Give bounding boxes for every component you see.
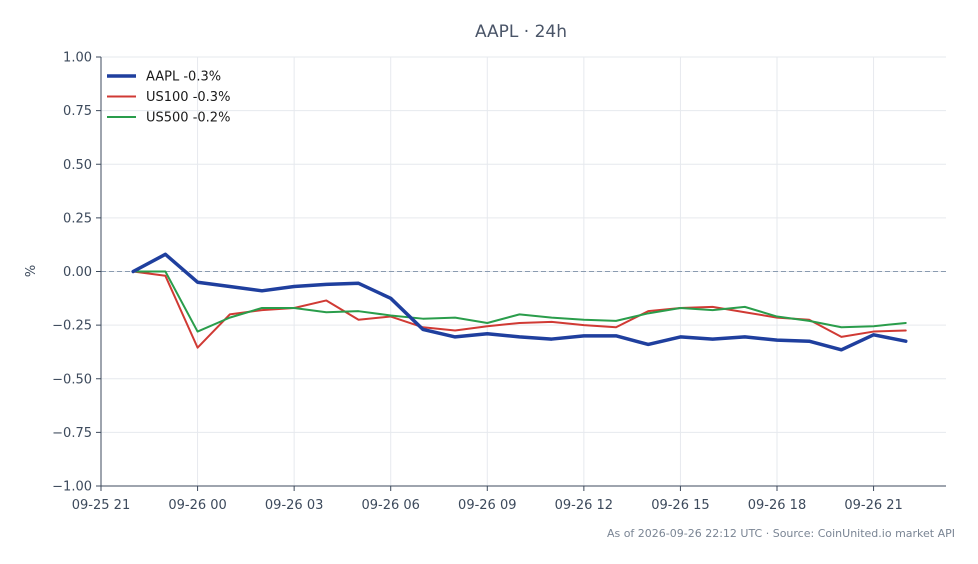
series-line-us100	[132, 270, 907, 349]
y-tick-label: 0.50	[63, 158, 92, 173]
series-line-aapl	[131, 252, 908, 352]
legend-label: US100 -0.3%	[146, 90, 230, 105]
x-axis-ticks: 09-25 21 09-26 00 09-26 03 09-26 06 09-26 09…	[72, 486, 903, 513]
x-tick-label: 09-26 21	[844, 498, 902, 513]
y-axis-ticks: −1.00 −0.75 −0.50 −0.25 0.00 0.25 0.50 0.75 1.00	[52, 51, 101, 495]
series-line-us500	[132, 270, 907, 333]
x-tick-label: 09-25 21	[72, 498, 130, 513]
y-tick-label: 0.25	[63, 211, 92, 226]
x-tick-label: 09-26 12	[555, 498, 613, 513]
legend-label: AAPL -0.3%	[146, 70, 221, 85]
y-axis-label: %	[24, 265, 39, 277]
y-tick-label: 0.00	[63, 265, 92, 280]
x-tick-label: 09-26 03	[265, 498, 323, 513]
footer-source-note: As of 2026-09-26 22:12 UTC · Source: Coi…	[607, 527, 955, 540]
x-tick-label: 09-26 09	[458, 498, 516, 513]
y-tick-label: 0.75	[63, 104, 92, 119]
y-tick-label: −0.75	[52, 426, 92, 441]
chart-title: AAPL · 24h	[475, 22, 567, 42]
legend-label: US500 -0.2%	[146, 111, 230, 126]
y-tick-label: −1.00	[52, 480, 92, 495]
x-tick-label: 09-26 06	[361, 498, 419, 513]
y-tick-label: 1.00	[63, 51, 92, 66]
series-lines	[131, 252, 908, 352]
y-tick-label: −0.50	[52, 372, 92, 387]
y-tick-label: −0.25	[52, 319, 92, 334]
legend: AAPL -0.3% US100 -0.3% US500 -0.2%	[107, 70, 230, 126]
x-tick-label: 09-26 00	[168, 498, 226, 513]
x-tick-label: 09-26 18	[748, 498, 806, 513]
x-tick-label: 09-26 15	[651, 498, 709, 513]
